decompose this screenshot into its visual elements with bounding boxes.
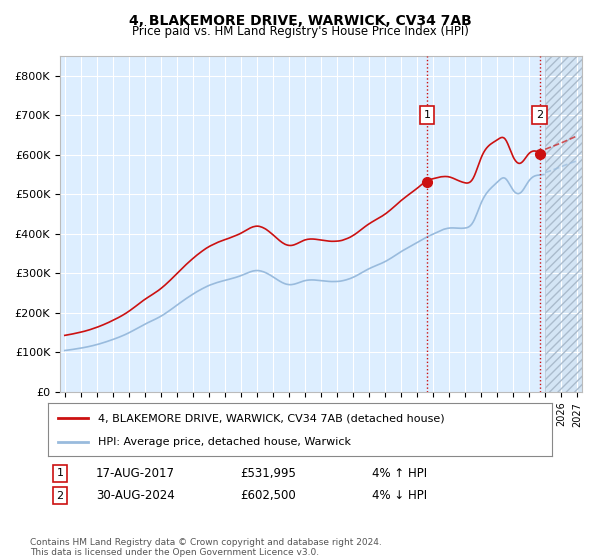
Text: 4, BLAKEMORE DRIVE, WARWICK, CV34 7AB (detached house): 4, BLAKEMORE DRIVE, WARWICK, CV34 7AB (d… — [98, 413, 445, 423]
Text: 4% ↑ HPI: 4% ↑ HPI — [372, 466, 427, 480]
Text: 4, BLAKEMORE DRIVE, WARWICK, CV34 7AB: 4, BLAKEMORE DRIVE, WARWICK, CV34 7AB — [128, 14, 472, 28]
Text: HPI: Average price, detached house, Warwick: HPI: Average price, detached house, Warw… — [98, 436, 352, 446]
Text: 2: 2 — [56, 491, 64, 501]
Bar — [545, 56, 585, 392]
Text: £531,995: £531,995 — [240, 466, 296, 480]
Text: 2: 2 — [536, 110, 543, 120]
Text: 1: 1 — [56, 468, 64, 478]
Bar — [545, 56, 585, 392]
Text: 30-AUG-2024: 30-AUG-2024 — [96, 489, 175, 502]
Text: Price paid vs. HM Land Registry's House Price Index (HPI): Price paid vs. HM Land Registry's House … — [131, 25, 469, 38]
Text: Contains HM Land Registry data © Crown copyright and database right 2024.
This d: Contains HM Land Registry data © Crown c… — [30, 538, 382, 557]
Text: 4% ↓ HPI: 4% ↓ HPI — [372, 489, 427, 502]
Text: 17-AUG-2017: 17-AUG-2017 — [96, 466, 175, 480]
Text: 1: 1 — [424, 110, 431, 120]
Text: £602,500: £602,500 — [240, 489, 296, 502]
